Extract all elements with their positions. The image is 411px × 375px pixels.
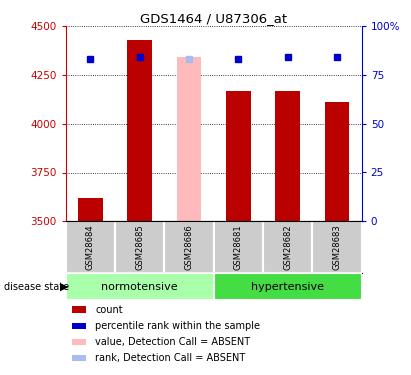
Bar bbox=[214, 273, 362, 300]
Text: normotensive: normotensive bbox=[102, 282, 178, 292]
Bar bbox=[66, 221, 115, 273]
Text: GSM28685: GSM28685 bbox=[135, 224, 144, 270]
Bar bbox=[127, 40, 152, 221]
Title: GDS1464 / U87306_at: GDS1464 / U87306_at bbox=[140, 12, 287, 25]
Text: GSM28681: GSM28681 bbox=[234, 224, 243, 270]
Text: value, Detection Call = ABSENT: value, Detection Call = ABSENT bbox=[95, 338, 250, 347]
Text: ▶: ▶ bbox=[60, 282, 68, 292]
Text: GSM28682: GSM28682 bbox=[283, 224, 292, 270]
Bar bbox=[275, 91, 300, 221]
Bar bbox=[263, 221, 312, 273]
Text: percentile rank within the sample: percentile rank within the sample bbox=[95, 321, 260, 331]
Text: GSM28684: GSM28684 bbox=[86, 224, 95, 270]
Bar bbox=[312, 221, 362, 273]
Text: count: count bbox=[95, 304, 123, 315]
Bar bbox=[177, 57, 201, 221]
Bar bbox=[66, 273, 214, 300]
Bar bbox=[226, 91, 251, 221]
Bar bbox=[78, 198, 103, 221]
Text: disease state: disease state bbox=[4, 282, 69, 292]
Bar bbox=[72, 355, 86, 362]
Bar bbox=[325, 102, 349, 221]
Bar bbox=[164, 221, 214, 273]
Bar bbox=[72, 339, 86, 345]
Bar bbox=[115, 221, 164, 273]
Bar bbox=[214, 221, 263, 273]
Bar bbox=[72, 322, 86, 329]
Text: GSM28686: GSM28686 bbox=[185, 224, 194, 270]
Text: rank, Detection Call = ABSENT: rank, Detection Call = ABSENT bbox=[95, 354, 246, 363]
Bar bbox=[72, 306, 86, 312]
Text: hypertensive: hypertensive bbox=[251, 282, 324, 292]
Text: GSM28683: GSM28683 bbox=[332, 224, 342, 270]
